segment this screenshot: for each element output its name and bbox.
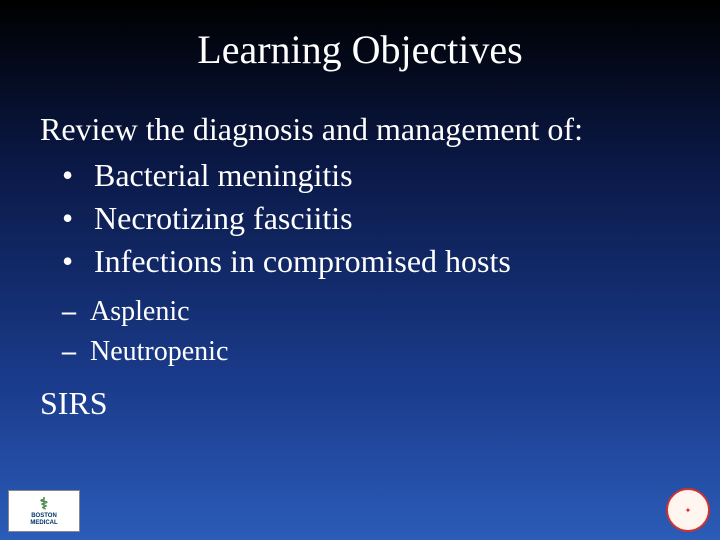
main-bullet-list: Bacterial meningitis Necrotizing fasciit… (40, 154, 680, 284)
sub-bullet-item: Neutropenic (62, 332, 680, 373)
seal-icon: ✦ (666, 488, 710, 532)
slide-container: Learning Objectives Review the diagnosis… (0, 0, 720, 540)
seal-logo: ✦ (666, 488, 710, 532)
boston-medical-logo: ⚕ BOSTON MEDICAL (8, 490, 80, 532)
logo-text-line1: BOSTON (31, 513, 57, 520)
bullet-item: Infections in compromised hosts (62, 240, 680, 283)
sub-bullet-item: Asplenic (62, 292, 680, 333)
closing-text: SIRS (40, 385, 680, 422)
bullet-item: Necrotizing fasciitis (62, 197, 680, 240)
intro-text: Review the diagnosis and management of: (40, 111, 680, 148)
caduceus-icon: ⚕ (40, 496, 49, 514)
bullet-item: Bacterial meningitis (62, 154, 680, 197)
slide-title: Learning Objectives (40, 26, 680, 73)
sub-bullet-list: Asplenic Neutropenic (40, 292, 680, 373)
logo-text-line2: MEDICAL (30, 520, 57, 527)
